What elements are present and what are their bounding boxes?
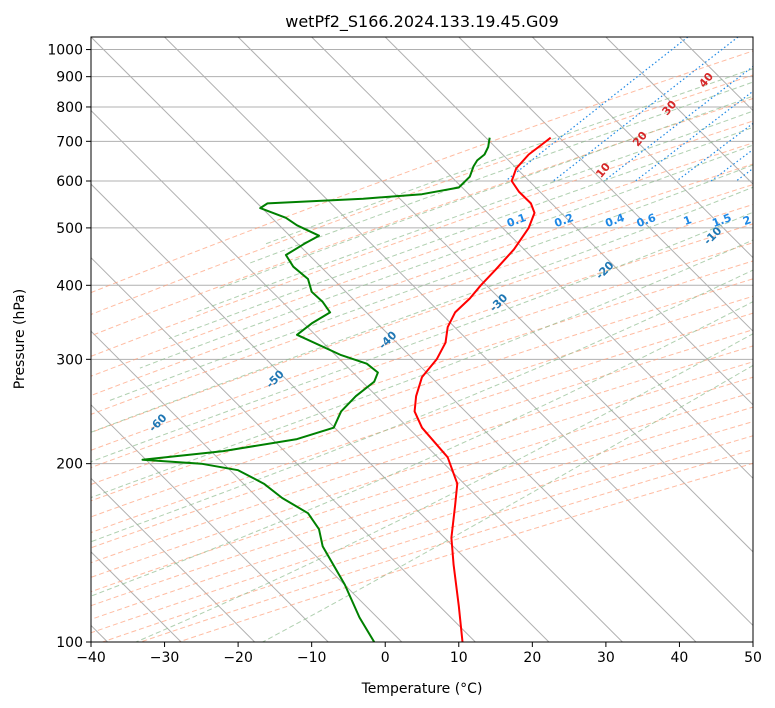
mixing-ratio-label: 1.5: [710, 211, 733, 230]
isotherm-line: [91, 183, 550, 642]
plot-background: [91, 37, 753, 642]
dry-adiabat-line: [140, 449, 753, 642]
isotherm-line: [752, 37, 753, 38]
dry-adiabat-line: [91, 421, 753, 634]
mixing-ratio-label: 1: [682, 213, 694, 228]
y-tick-label: 100: [56, 635, 83, 651]
isotherm-line: [91, 256, 476, 642]
mixing-ratio-label: 0.1: [505, 211, 528, 230]
isotherm-line: [458, 37, 753, 332]
isotherm-line: [384, 37, 753, 406]
x-tick-label: 10: [450, 650, 468, 666]
moist-adiabat-line: [168, 126, 753, 340]
isotherm-line: [237, 37, 753, 553]
y-tick-label: 200: [56, 457, 83, 473]
moist-adiabat-line: [91, 211, 753, 463]
dry-adiabat-line: [91, 260, 753, 486]
dry-adiabat-line: [102, 435, 753, 642]
dry-adiabat-line: [91, 142, 753, 377]
dry-adiabat-line: [91, 329, 753, 549]
x-tick-label: −30: [150, 650, 180, 666]
isotherm-line: [91, 477, 256, 642]
x-tick-label: 40: [671, 650, 689, 666]
y-tick-label: 500: [56, 221, 83, 237]
isotherm-line: [531, 37, 753, 259]
y-tick-label: 1000: [47, 43, 83, 59]
dewpoint-profile-line: [141, 137, 491, 642]
isotherm-line: [91, 404, 329, 642]
y-tick-label: 300: [56, 352, 83, 368]
dry-adiabat-line: [91, 120, 753, 357]
mixing-ratio-label: 0.6: [635, 211, 658, 230]
plot-frame: [90, 36, 754, 643]
isotherm-line: [91, 330, 403, 642]
mixing-ratio-line: [505, 37, 689, 182]
moist-adiabat-line: [195, 110, 753, 313]
moist-adiabat-line: [218, 95, 753, 289]
isotherm-line: [164, 37, 753, 627]
x-axis-label: Temperature (°C): [361, 681, 483, 697]
moist-adiabat-line: [262, 364, 753, 642]
x-tick-label: −40: [76, 650, 106, 666]
dry-adiabat-line: [91, 406, 753, 620]
y-tick-label: 900: [56, 70, 83, 86]
mixing-ratio-label: 0.2: [553, 211, 576, 230]
x-tick-label: 30: [597, 650, 615, 666]
y-tick-label: 400: [56, 278, 83, 294]
x-tick-label: −20: [223, 650, 253, 666]
moist-adiabat-line: [91, 186, 753, 433]
isotherm-line: [311, 37, 753, 480]
mixing-ratio-line: [635, 90, 753, 182]
moist-adiabat-line: [247, 81, 753, 265]
x-tick-label: 50: [744, 650, 762, 666]
chart-title: wetPf2_S166.2024.133.19.45.G09: [285, 12, 559, 32]
y-tick-label: 700: [56, 134, 83, 150]
x-tick-label: 0: [381, 650, 390, 666]
dry-adiabat-line: [91, 184, 753, 415]
dry-adiabat-line: [178, 462, 753, 642]
temperature-profile-line: [413, 136, 552, 642]
y-tick-label: 800: [56, 100, 83, 116]
y-tick-label: 600: [56, 174, 83, 190]
y-axis-label: Pressure (hPa): [12, 289, 28, 389]
x-tick-label: 20: [523, 650, 541, 666]
mixing-ratio-label: 2: [741, 213, 753, 228]
dry-adiabat-line: [91, 312, 753, 534]
dry-adiabat-line: [91, 278, 753, 502]
isotherm-line: [91, 109, 623, 642]
moist-adiabat-line: [139, 144, 753, 369]
moist-adiabat-line: [91, 301, 753, 597]
isotherm-line: [605, 37, 753, 185]
x-tick-label: −10: [297, 650, 327, 666]
dry-adiabat-line: [91, 223, 753, 451]
mixing-ratio-line: [552, 37, 739, 182]
mixing-ratio-label: 0.4: [603, 211, 626, 230]
isotherm-line: [91, 37, 697, 642]
isotherm-label: -70: [21, 463, 44, 486]
dry-adiabat-line: [91, 345, 753, 564]
